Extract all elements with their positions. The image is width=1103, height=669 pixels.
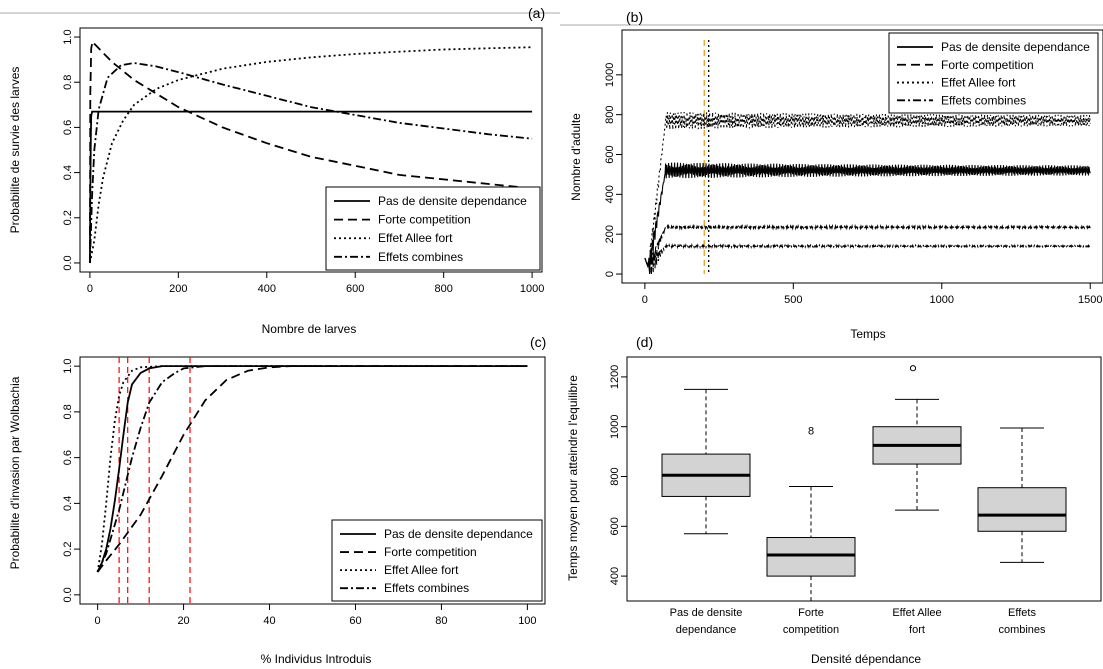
- y-tick-label-d: 1200: [609, 365, 621, 389]
- series-line-b-1: [644, 223, 1091, 275]
- plot-frame-b: [621, 29, 1103, 284]
- y-tick-label-b: 600: [604, 145, 616, 163]
- panel-label-a: (a): [528, 5, 545, 21]
- y-tick-label-a: 0.2: [62, 210, 74, 225]
- x-tick-label-b: 500: [784, 294, 802, 306]
- x-tick-label-c: 40: [263, 615, 275, 627]
- legend-label-c-2: Effet Allee fort: [384, 563, 459, 577]
- panel-c-chart: 0 20 40 60 80 100 0.0 0.2 0.4 0.6 0.8 1.0 Pas de de…: [8, 356, 546, 666]
- y-tick-label-c: 0.2: [62, 541, 74, 556]
- x-tick-label-b: 1500: [1078, 294, 1102, 306]
- series-line-c-3: [96, 365, 528, 573]
- y-tick-label-a: 0.0: [62, 255, 74, 270]
- y-tick-label-a: 0.4: [62, 165, 74, 180]
- y-tick-label-b: 400: [604, 185, 616, 203]
- x-tick-label-b: 0: [642, 294, 648, 306]
- legend-label-c-0: Pas de densite dependance: [384, 527, 533, 541]
- legend-label-c-1: Forte competition: [384, 545, 477, 559]
- series-line-c-2: [96, 365, 528, 573]
- x-tick-label-c: 20: [177, 615, 189, 627]
- legend-label-b-2: Effet Allee fort: [941, 76, 1016, 90]
- legend-label-a-1: Forte competition: [378, 213, 471, 227]
- legend-label-c-3: Effets combines: [384, 581, 469, 595]
- x-tick-label-a: 1000: [520, 283, 544, 295]
- y-tick-label-d: 600: [609, 517, 621, 535]
- panel-label-d: (d): [636, 334, 653, 350]
- box-3: [977, 487, 1067, 532]
- y-tick-label-d: 1000: [609, 414, 621, 438]
- x-axis-label-c: % Individus Introduis: [261, 652, 372, 666]
- series-line-b-3: [644, 242, 1091, 275]
- x-tick-label-c: 60: [349, 615, 361, 627]
- legend-label-a-2: Effet Allee fort: [378, 231, 453, 245]
- x-tick-label-c: 100: [518, 615, 536, 627]
- x-tick-d-1-l2: competition: [783, 624, 839, 636]
- y-tick-label-a: 1.0: [62, 29, 74, 44]
- x-tick-d-3-l2: combines: [998, 624, 1046, 636]
- y-axis-label-b: Nombre d'adulte: [569, 113, 583, 201]
- x-tick-label-a: 800: [434, 283, 452, 295]
- y-axis-label-c: Probabilite d'invasion par Wolbachia: [8, 376, 22, 569]
- x-tick-d-2-l1: Effet Allee: [892, 607, 941, 619]
- y-axis-label-a: Probabilite de survie des larves: [8, 67, 22, 234]
- x-tick-d-0-l2: dependance: [676, 624, 737, 636]
- x-tick-d-1-l1: Forte: [798, 607, 824, 619]
- outlier-point-1-0: 8: [808, 425, 814, 437]
- outlier-point-2-0: [909, 365, 917, 372]
- x-tick-d-2-l2: fort: [909, 624, 925, 636]
- legend-label-a-0: Pas de densite dependance: [378, 194, 527, 208]
- series-line-a-1: [89, 39, 533, 264]
- y-axis-label-d: Temps moyen pour atteindre l'equilibre: [566, 375, 580, 581]
- x-tick-label-a: 200: [169, 283, 187, 295]
- y-tick-label-c: 0.8: [62, 404, 74, 419]
- x-tick-label-c: 0: [95, 615, 101, 627]
- y-tick-label-b: 800: [604, 105, 616, 123]
- x-axis-label-d: Densité dépendance: [811, 652, 921, 666]
- series-line-a-2: [89, 46, 533, 264]
- x-tick-label-a: 0: [87, 283, 93, 295]
- legend-label-b-0: Pas de densite dependance: [941, 40, 1090, 54]
- box-1: [766, 537, 856, 577]
- x-tick-label-c: 80: [435, 615, 447, 627]
- series-line-c-1: [96, 365, 528, 573]
- plot-frame-c: [79, 356, 546, 605]
- y-tick-label-c: 0.0: [62, 587, 74, 602]
- panel-label-c: (c): [530, 334, 546, 350]
- panel-d-chart: 400 600 800 1000 1200 8 Pas de densite depen…: [566, 356, 1102, 666]
- x-tick-d-0-l1: Pas de densite: [670, 607, 743, 619]
- legend-label-a-3: Effets combines: [378, 250, 463, 264]
- legend-label-b-1: Forte competition: [941, 58, 1034, 72]
- plot-frame-d: [626, 356, 1102, 602]
- y-tick-label-b: 1000: [604, 63, 616, 87]
- x-tick-d-3-l1: Effets: [1008, 607, 1036, 619]
- panel-a-chart: 0 200 400 600 800 1000 0.0 0.2 0.4 0.6 0.8 1.0 Pas …: [8, 27, 544, 336]
- y-tick-label-c: 0.6: [62, 450, 74, 465]
- x-axis-label-b: Temps: [850, 327, 885, 341]
- panel-label-b: (b): [626, 9, 643, 25]
- y-tick-label-b: 200: [604, 225, 616, 243]
- panel-b-chart: 0 500 1000 1500 0 200 400 600 800 1000 Pas de den…: [569, 29, 1103, 341]
- y-tick-label-c: 0.4: [62, 496, 74, 511]
- y-tick-label-a: 0.6: [62, 120, 74, 135]
- y-tick-label-b: 0: [604, 271, 616, 277]
- y-tick-label-a: 0.8: [62, 75, 74, 90]
- x-tick-label-a: 600: [346, 283, 364, 295]
- y-tick-label-c: 1.0: [62, 358, 74, 373]
- x-tick-label-a: 400: [258, 283, 276, 295]
- plot-frame-a: [79, 27, 543, 273]
- legend-label-b-3: Effets combines: [941, 93, 1026, 107]
- series-line-b-0: [644, 162, 1091, 275]
- y-tick-label-d: 800: [609, 467, 621, 485]
- x-tick-label-b: 1000: [930, 294, 954, 306]
- x-axis-label-a: Nombre de larves: [262, 322, 357, 336]
- y-tick-label-d: 400: [609, 567, 621, 585]
- series-line-a-3: [89, 62, 533, 264]
